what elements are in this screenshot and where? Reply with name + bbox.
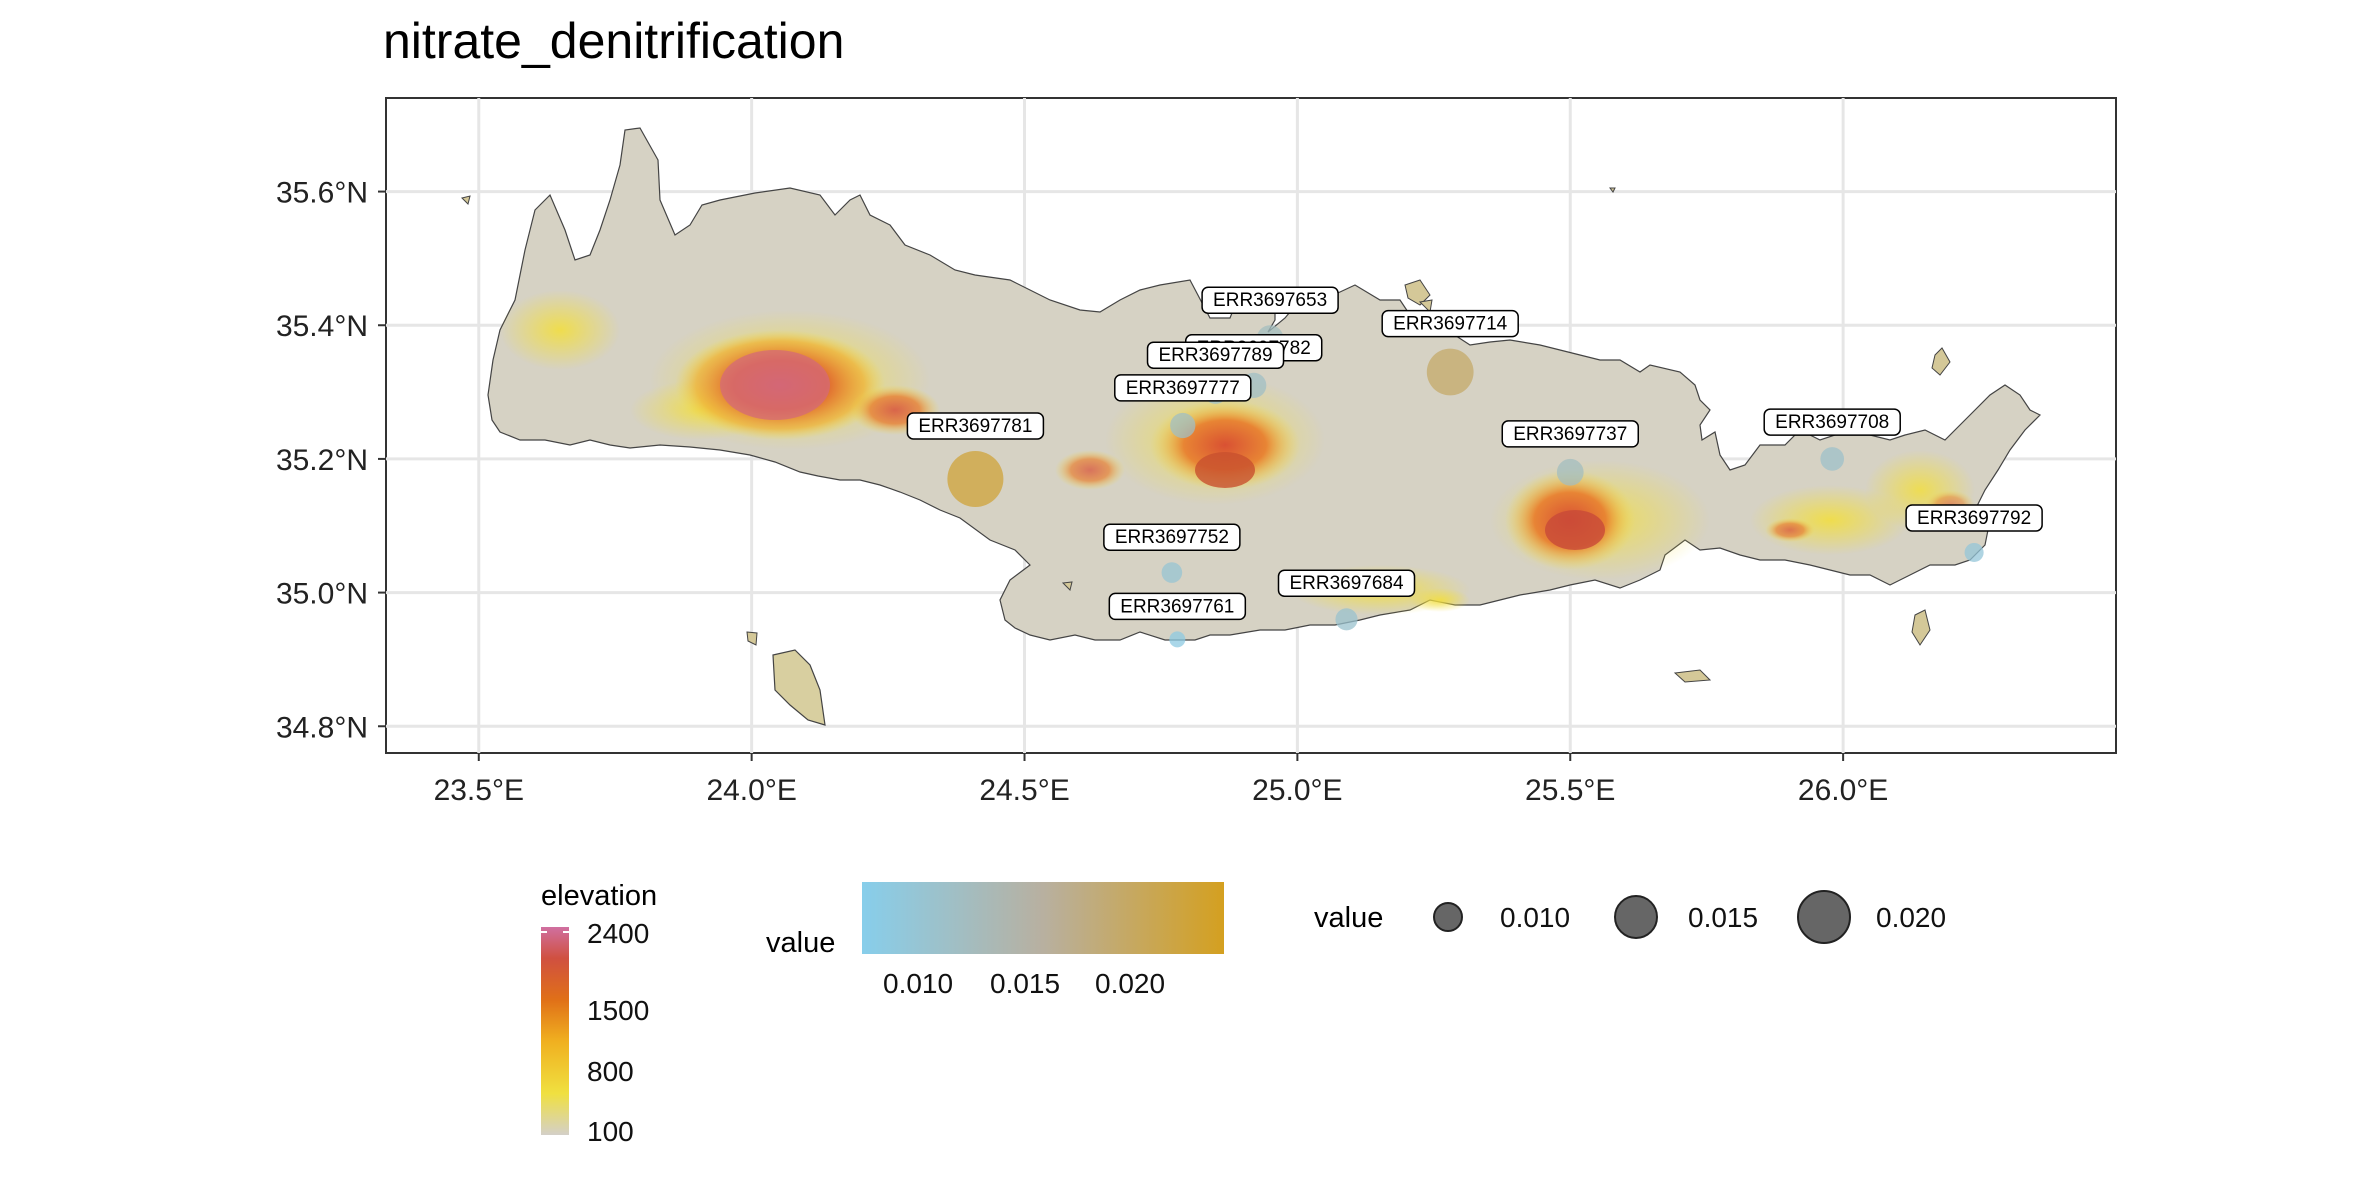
elevation-legend: elevation 2400 1500 800 100: [541, 880, 657, 1147]
sample-label-box: [1501, 420, 1640, 448]
value-size-label-0020: 0.020: [1876, 902, 1946, 933]
sample-label: ERR3697792: [1905, 504, 2043, 532]
sample-label-box: [1108, 592, 1247, 621]
x-tick-label: 24.5°E: [979, 774, 1069, 807]
value-size-legend-title: value: [1314, 902, 1383, 934]
sample-label: ERR3697714: [1381, 309, 1519, 338]
y-tick-label: 34.8°N: [276, 711, 368, 744]
value-size-label-0015: 0.015: [1688, 902, 1758, 933]
sample-label-text: ERR3697737: [1513, 424, 1627, 445]
sample-label: ERR3697684: [1277, 569, 1416, 597]
y-tick-label: 35.2°N: [276, 444, 368, 477]
sample-label-text: ERR3697777: [1126, 378, 1240, 399]
small-islands: [461, 187, 1951, 726]
elevation-label-100: 100: [587, 1116, 634, 1147]
sample-label-box: [1381, 309, 1519, 338]
elevation-colorbar: [541, 927, 569, 1135]
value-color-label-0010: 0.010: [883, 968, 953, 999]
sample-label: ERR3697781: [906, 412, 1045, 440]
sample-label-box: [906, 412, 1045, 440]
x-tick-label: 26.0°E: [1798, 774, 1888, 807]
sample-label-text: ERR3697714: [1393, 314, 1508, 335]
sample-label-text: ERR3697684: [1289, 573, 1404, 594]
sample-label-box: [1277, 569, 1416, 597]
sample-label-text: ERR3697781: [918, 416, 1032, 437]
sample-label-box: [1201, 286, 1339, 314]
sample-label: ERR3697761: [1108, 592, 1247, 621]
sample-label: ERR3697789: [1146, 341, 1285, 369]
sample-label-text: ERR3697792: [1917, 508, 2031, 529]
x-axis: 23.5°E 24.0°E 24.5°E 25.0°E 25.5°E 26.0°E: [434, 753, 1888, 807]
elevation-label-800: 800: [587, 1056, 634, 1087]
y-tick-label: 35.6°N: [276, 177, 368, 210]
elevation-legend-title: elevation: [541, 880, 657, 912]
value-color-legend: value 0.010 0.015 0.020: [766, 882, 1224, 999]
value-color-legend-title: value: [766, 927, 835, 959]
y-tick-label: 35.0°N: [276, 578, 368, 611]
crete-landmass: ERR3697653ERR3697714ERR3697782ERR3697789…: [461, 127, 2043, 726]
sample-label: ERR3697653: [1201, 286, 1339, 314]
sample-label-text: ERR3697752: [1115, 527, 1229, 548]
sample-labels: ERR3697653ERR3697714ERR3697782ERR3697789…: [906, 286, 2043, 621]
sample-label: ERR3697708: [1763, 408, 1901, 436]
x-tick-label: 25.0°E: [1252, 774, 1342, 807]
value-size-legend: value 0.010 0.015 0.020: [1314, 890, 1946, 944]
value-colorbar: [862, 882, 1224, 954]
sample-label-box: [1763, 408, 1901, 436]
sample-point: [947, 450, 1004, 507]
sample-point: [1161, 562, 1183, 583]
chart-title: nitrate_denitrification: [383, 13, 844, 69]
sample-label-box: [1114, 374, 1252, 402]
sample-point: [1556, 458, 1584, 486]
sample-label-box: [1103, 523, 1241, 551]
sample-label-box: [1905, 504, 2043, 532]
sample-label-text: ERR3697761: [1120, 596, 1234, 617]
sample-label-text: ERR3697789: [1158, 345, 1272, 366]
sample-label-box: [1146, 341, 1285, 369]
sample-point: [1170, 412, 1196, 439]
x-tick-label: 25.5°E: [1525, 774, 1615, 807]
x-tick-label: 24.0°E: [706, 774, 796, 807]
elevation-label-1500: 1500: [587, 995, 649, 1026]
sample-point: [1335, 608, 1358, 631]
sample-label: ERR3697752: [1103, 523, 1241, 551]
sample-label: ERR3697737: [1501, 420, 1640, 448]
sample-label-text: ERR3697653: [1213, 290, 1327, 311]
sample-point: [1820, 447, 1845, 471]
value-color-label-0020: 0.020: [1095, 968, 1165, 999]
size-legend-circle-small: [1433, 902, 1463, 932]
size-legend-circle-large: [1797, 890, 1851, 944]
elevation-label-2400: 2400: [587, 918, 649, 949]
sample-point: [1169, 631, 1186, 648]
sample-label: ERR3697777: [1114, 374, 1252, 402]
sample-point: [1964, 542, 1984, 563]
sample-point: [1426, 348, 1474, 396]
size-legend-circle-medium: [1614, 895, 1658, 939]
value-color-label-0015: 0.015: [990, 968, 1060, 999]
x-tick-label: 23.5°E: [434, 774, 524, 807]
elevation-shading: [500, 290, 1975, 615]
sample-label-text: ERR3697708: [1775, 412, 1889, 433]
value-size-label-0010: 0.010: [1500, 902, 1570, 933]
y-tick-label: 35.4°N: [276, 310, 368, 343]
y-axis: 35.6°N 35.4°N 35.2°N 35.0°N 34.8°N: [276, 177, 386, 744]
